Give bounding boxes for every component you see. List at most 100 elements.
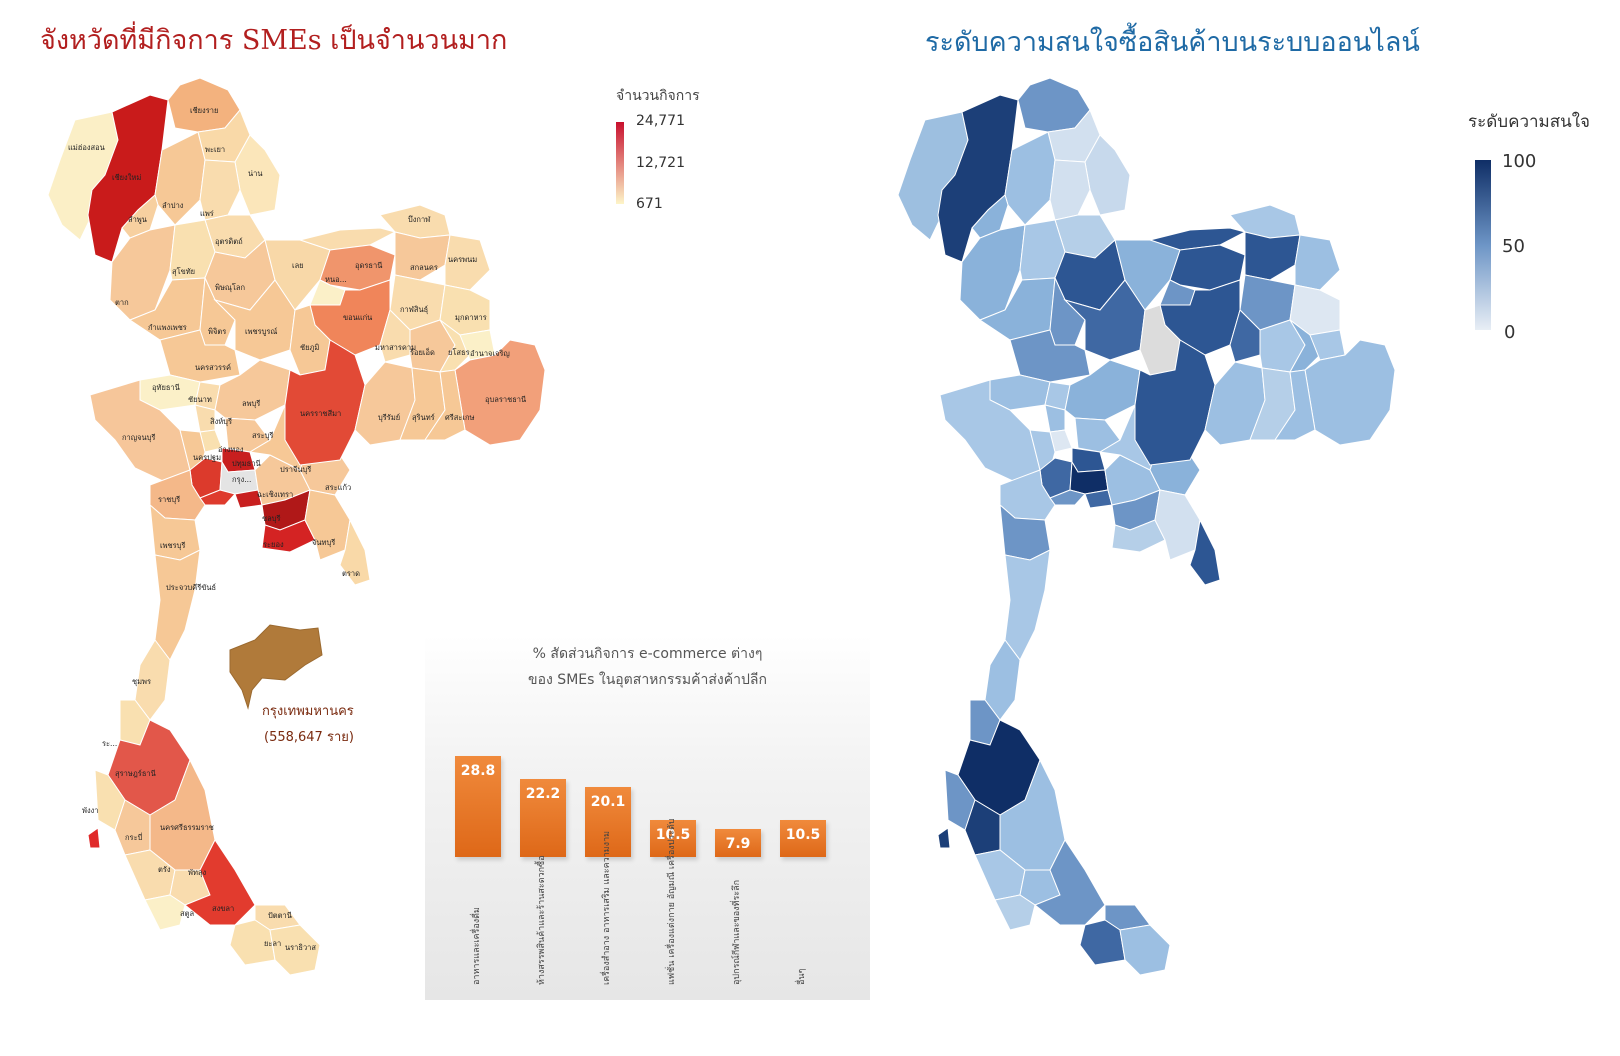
region-chumphon [984, 639, 1021, 721]
province-label-lamphun: ลำพูน [128, 215, 147, 224]
province-prachuap [154, 549, 201, 661]
region-tak [959, 224, 1026, 321]
region-satun [994, 894, 1036, 931]
bar-2 [585, 786, 631, 857]
province-label-buriram: บุรีรัมย์ [378, 413, 400, 422]
province-label-kalasin: กาฬสินธุ์ [400, 305, 428, 314]
region-mahasarakham [1229, 309, 1261, 363]
province-label-uthaithani: อุทัยธานี [152, 383, 180, 392]
left-legend-gradient [616, 122, 624, 204]
province-label-sakaeo: สระแก้ว [325, 483, 351, 492]
province-label-nakhonphanom: นครพนม [448, 255, 477, 264]
chart-title-line1: % สัดส่วนกิจการ e-commerce ต่างๆ [532, 646, 763, 662]
province-chanthaburi [304, 489, 351, 561]
bar-1 [520, 779, 566, 857]
left-map-title: จังหวัดที่มีกิจการ SMEs เป็นจำนวนมาก [40, 25, 508, 56]
province-label-uttaradit: อุตรดิตถ์ [215, 237, 243, 246]
region-uthaithani [989, 374, 1051, 411]
province-label-singburi: สิงห์บุรี [210, 417, 232, 426]
region-amnatcharoen [1309, 329, 1346, 361]
province-label-suratthani: สุราษฎร์ธานี [115, 769, 156, 778]
region-chiangmai [937, 94, 1019, 263]
province-label-chiangrai: เชียงราย [190, 106, 218, 115]
region-bangkok [1069, 460, 1109, 495]
left-legend-tick-low: 671 [636, 196, 663, 212]
province-label-nan: น่าน [248, 169, 262, 178]
region-ranong [969, 699, 1001, 746]
province-label-nongbualamphu: หนอ... [325, 275, 347, 284]
bar-value-label-4: 7.9 [725, 836, 751, 853]
region-lamphun [971, 194, 1009, 239]
province-label-pattani: ปัตตานี [268, 911, 292, 920]
province-label-phatthalung: พัทลุง [188, 868, 206, 877]
right-map-title: ระดับความสนใจซื้อสินค้าบนระบบออนไลน์ [925, 27, 1420, 58]
province-label-ratchaburi: ราชบุรี [158, 495, 180, 504]
region-kanchanaburi [939, 379, 1041, 483]
province-label-pathumthani: ปทุมธานี [232, 459, 261, 468]
province-label-ranong: ระ... [102, 739, 117, 748]
region-phetchaburi [999, 503, 1051, 561]
province-label-nakhonsithammarat: นครศรีธรรมราช [160, 823, 214, 832]
region-uttaradit [1054, 214, 1116, 259]
region-nongbualamphu [1159, 279, 1196, 306]
region-sukhothai [1019, 219, 1066, 281]
province-label-lampang: ลำปาง [162, 201, 184, 210]
bar-value-label-1: 22.2 [525, 786, 561, 803]
left-legend-tick-mid: 12,721 [636, 155, 685, 171]
province-label-krabi: กระบี่ [125, 832, 143, 842]
region-narathiwat [1119, 924, 1171, 976]
region-nongkhai [1148, 227, 1247, 251]
province-label-yala: ยะลา [264, 939, 281, 948]
province-label-phangnga: พังงา [82, 806, 98, 815]
region-suphanburi [1029, 429, 1056, 471]
region-phangnga [944, 769, 976, 831]
province-label-trang: ตรัง [158, 865, 171, 874]
province-label-kanchanaburi: กาญจนบุรี [122, 433, 155, 442]
region-buriram [1204, 361, 1266, 446]
region-prachinburi [1098, 403, 1156, 471]
bangkok-inset-name: กรุงเทพมหานคร [262, 704, 354, 719]
right-legend-gradient [1475, 160, 1491, 330]
region-phayao [1047, 109, 1101, 163]
province-label-songkhla: สงขลา [212, 904, 234, 913]
province-label-udonthani: อุดรธานี [355, 261, 382, 270]
province-label-buengkan: บึงกาฬ [408, 215, 431, 224]
province-label-rayong: ระยอง [263, 540, 284, 549]
province-label-nakhonsawan: นครสวรรค์ [195, 363, 231, 372]
province-phuket [87, 827, 101, 849]
region-angthong [1049, 429, 1073, 453]
region-rayong [1111, 519, 1166, 553]
bangkok-inset-value: (558,647 ราย) [264, 730, 354, 745]
bar-value-label-5: 10.5 [785, 827, 821, 844]
province-label-sisaket: ศรีสะเกษ [445, 413, 474, 422]
province-label-prachuap: ประจวบคีรีขันธ์ [166, 583, 216, 592]
region-kamphaengphet [978, 277, 1056, 341]
province-label-chachoengsao: ฉะเชิงเทรา [257, 490, 293, 499]
right-legend-tick-mid: 50 [1502, 236, 1525, 257]
region-yala [1079, 919, 1126, 966]
region-chaiyaphum [1139, 304, 1181, 376]
left-legend-tick-high: 24,771 [636, 113, 685, 129]
province-label-maehongson: แม่ฮ่องสอน [68, 143, 105, 152]
region-trang [974, 849, 1026, 901]
province-label-phayao: พะเยา [205, 145, 225, 154]
bar-5 [780, 820, 826, 857]
province-label-phetchaburi: เพชรบุรี [160, 541, 185, 550]
region-kalasin [1239, 274, 1296, 331]
bar-4 [715, 829, 761, 857]
province-label-chonburi: ชลบุรี [262, 514, 280, 523]
province-label-mahasarakham: มหาสารคาม [375, 343, 416, 352]
region-yasothon [1289, 319, 1321, 373]
right-legend-tick-low: 0 [1504, 322, 1516, 343]
province-label-ubon: อุบลราชธานี [485, 395, 526, 404]
region-chonburi [1111, 489, 1161, 531]
province-label-mukdahan: มุกดาหาร [455, 313, 487, 322]
province-label-prachinburi: ปราจีนบุรี [280, 465, 311, 474]
province-label-chanthaburi: จันทบุรี [312, 538, 335, 547]
province-label-sakonnakhon: สกลนคร [410, 263, 438, 272]
province-label-roiet: ร้อยเอ็ด [410, 347, 435, 357]
category-label-4: อุปกรณ์กีฬาและของที่ระลึก [732, 879, 742, 985]
region-singburi [1044, 404, 1066, 433]
province-label-trat: ตราด [342, 569, 360, 578]
